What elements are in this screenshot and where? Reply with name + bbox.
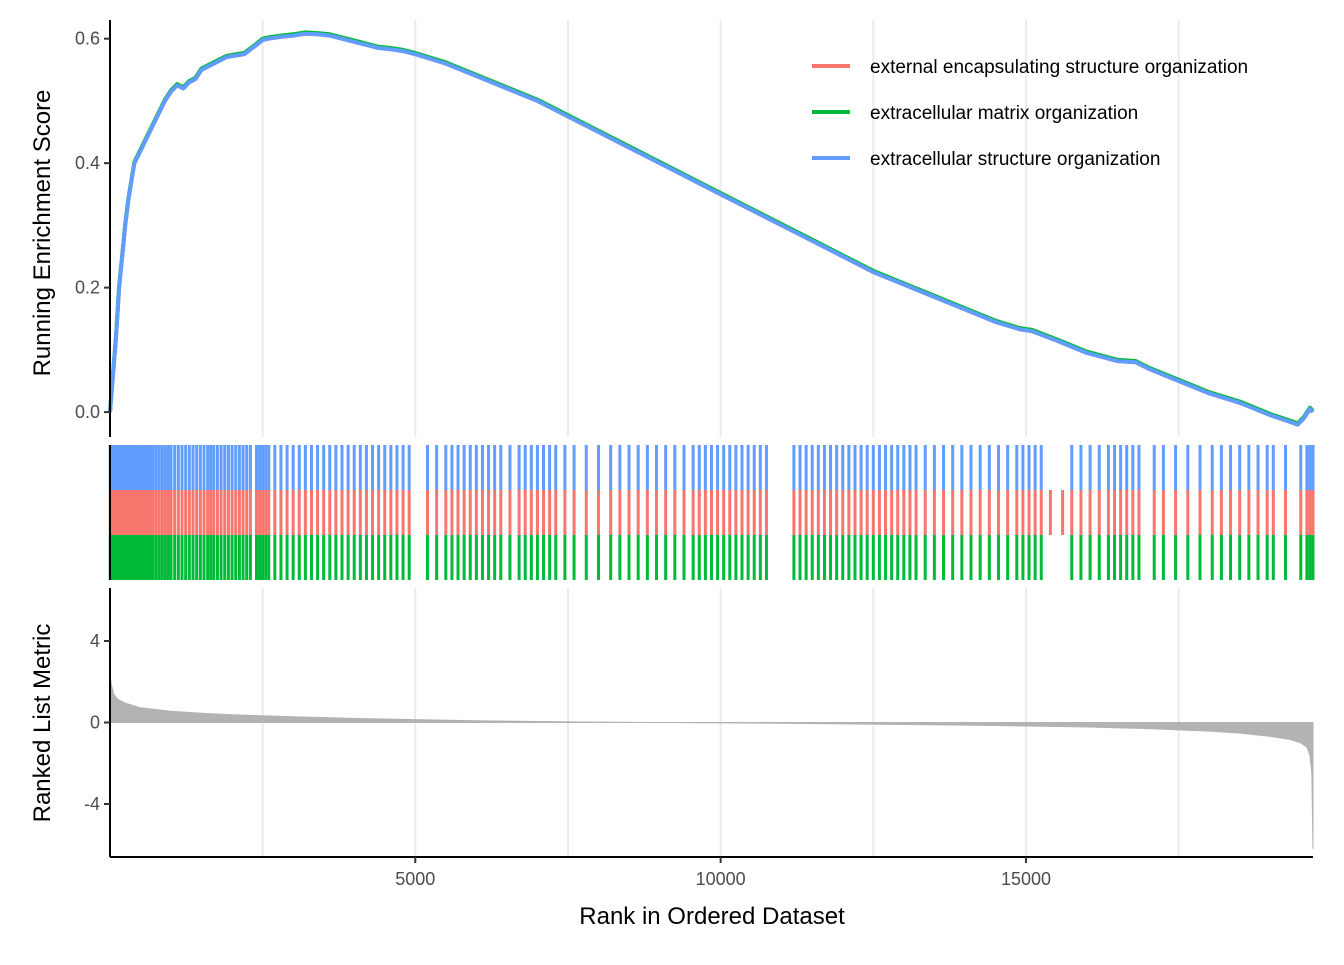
x-tick-label: 5000: [395, 869, 435, 889]
y-tick-label: 0: [90, 713, 100, 733]
y-tick-label: 0.2: [75, 278, 100, 298]
vertical-gridlines: [261, 20, 1180, 857]
x-tick-label: 15000: [1001, 869, 1051, 889]
legend: external encapsulating structure organiz…: [812, 57, 1248, 170]
y-tick-label: 0.6: [75, 29, 100, 49]
y-tick-label: -4: [84, 794, 100, 814]
series-line: [108, 30, 1315, 426]
legend-label: external encapsulating structure organiz…: [870, 57, 1248, 78]
y-tick-label: 0.4: [75, 153, 100, 173]
axes: [109, 20, 1313, 858]
legend-label: extracellular matrix organization: [870, 103, 1138, 124]
running-score-lines: [108, 30, 1315, 427]
series-line: [108, 31, 1315, 427]
y-tick-label: 0.0: [75, 402, 100, 422]
series-line: [108, 31, 1315, 427]
x-axis-title: Rank in Ordered Dataset: [579, 903, 845, 930]
y-tick-label: 4: [90, 631, 100, 651]
tick-labels: 0.0 0.2 0.4 0.6 -4 0 4 5000 10000 15000: [75, 29, 1051, 889]
y-axis-title-running-score: Running Enrichment Score: [29, 90, 56, 377]
ranked-metric-fill: [109, 675, 1314, 849]
y-axis-title-ranked-metric: Ranked List Metric: [29, 624, 56, 823]
ranked-metric-area: [109, 675, 1314, 849]
x-tick-label: 10000: [696, 869, 746, 889]
legend-label: extracellular structure organization: [870, 149, 1160, 170]
hit-tracks: [108, 445, 1315, 580]
